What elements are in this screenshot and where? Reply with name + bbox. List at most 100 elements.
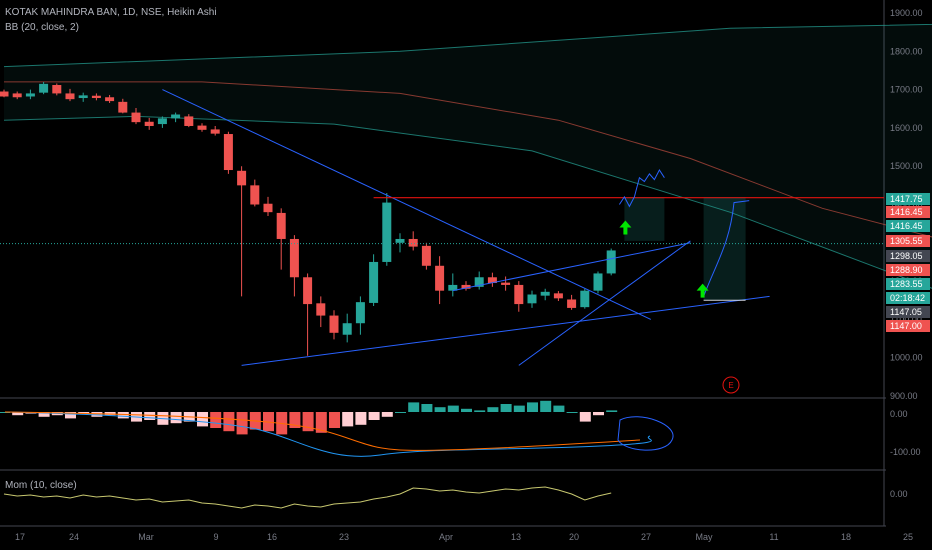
candle-body (39, 83, 49, 93)
price-tick-label: 1100.00 (890, 314, 922, 324)
symbol-legend[interactable]: KOTAK MAHINDRA BAN, 1D, NSE, Heikin Ashi (5, 7, 217, 18)
time-tick-label: Apr (439, 532, 453, 542)
macd-histogram-bar (540, 400, 552, 412)
candle-body (435, 265, 445, 291)
price-label-text: 1298.05 (890, 251, 923, 261)
macd-histogram-bar (12, 412, 24, 416)
price-label-box (886, 250, 930, 262)
macd-histogram-bar (368, 412, 380, 420)
price-label-box (886, 278, 930, 290)
price-tick-label: 1800.00 (890, 46, 923, 56)
bollinger-band-area (4, 24, 932, 289)
earnings-marker-icon (722, 376, 740, 394)
macd-histogram-bar (91, 412, 103, 417)
candle-body (144, 121, 154, 126)
indicator-tick-label: 0.00 (890, 489, 908, 499)
candle-body (12, 93, 22, 98)
price-tick-label: 1500.00 (890, 161, 923, 171)
candle-body (342, 323, 352, 335)
forecast-box (624, 197, 665, 241)
macd-histogram-bar (513, 405, 525, 412)
time-axis[interactable]: 17 24 Mar 9 16 23 Apr 13 20 27 May 11 18 25 (15, 532, 913, 542)
price-label-text: 1417.75 (890, 194, 923, 204)
time-tick-label: 9 (213, 532, 218, 542)
macd-histogram-bar (381, 412, 393, 417)
candle-body (0, 91, 9, 97)
price-label-text: 1288.90 (890, 265, 923, 275)
macd-histogram-bar (434, 407, 446, 412)
price-labels: 1417.75 1416.45 1416.45 1305.55 1298.05 1288.… (886, 193, 930, 332)
time-tick-label: Mar (138, 532, 154, 542)
price-label-text: 1416.45 (890, 207, 923, 217)
macd-histogram-bar (236, 412, 248, 435)
time-tick-label: 11 (769, 532, 778, 542)
macd-histogram-bar (223, 412, 235, 432)
candle-body (105, 97, 115, 102)
candle-body (553, 293, 563, 299)
time-tick-label: 23 (339, 532, 349, 542)
bb-basis-line (4, 81, 932, 238)
price-tick-label: 900.00 (890, 391, 918, 401)
macd-histogram-bar (329, 412, 340, 428)
price-label-box (886, 193, 930, 205)
price-tick-label: 1600.00 (890, 123, 923, 133)
macd-histogram-bar (144, 412, 156, 420)
time-tick-label: 18 (841, 532, 851, 542)
macd-histogram-bar (566, 412, 578, 413)
candle-body (527, 294, 537, 304)
momentum-line (3, 486, 612, 509)
macd-histogram-bar (65, 412, 76, 419)
bb-lower-line (3, 115, 932, 289)
macd-histogram-bar (579, 412, 591, 422)
candle-body (250, 185, 260, 205)
macd-histogram-bar (500, 404, 512, 412)
macd-histogram-bar (78, 412, 90, 414)
candle-body (316, 303, 326, 316)
macd-histogram-bar (302, 412, 314, 432)
candle-body (408, 238, 418, 247)
macd-signal-line (4, 411, 641, 451)
candle-body (421, 245, 431, 266)
price-label-text: 1416.45 (890, 221, 923, 231)
candle-body (540, 291, 550, 296)
candle-body (461, 284, 471, 289)
price-label-box (886, 235, 930, 247)
macd-histogram-bar (461, 408, 472, 412)
macd-panel (0, 400, 674, 457)
candle-body (263, 203, 273, 213)
candlestick-series[interactable] (0, 81, 616, 356)
chart-grid (0, 0, 886, 527)
forecast-box (703, 197, 746, 301)
macd-line (4, 411, 652, 457)
candle-body (65, 93, 75, 100)
candle-body (303, 277, 313, 305)
macd-histogram-bar (210, 412, 222, 428)
bb-legend[interactable]: BB (20, close, 2) (5, 22, 79, 33)
price-label-text: 1147.00 (890, 321, 922, 331)
candle-body (606, 250, 616, 274)
macd-histogram-bar (421, 404, 433, 412)
price-label-box (886, 306, 930, 318)
signal-up-arrow-icon (696, 283, 709, 298)
drawing-tools[interactable]: E (0, 89, 884, 394)
candle-body (487, 277, 497, 284)
momentum-panel (3, 486, 612, 509)
candle-body (514, 284, 524, 305)
time-tick-label: 24 (69, 532, 79, 542)
signal-up-arrow-icon (619, 220, 632, 235)
earnings-marker-label: E (728, 381, 733, 390)
macd-histogram-bar (117, 412, 129, 419)
candle-body (289, 238, 299, 278)
candle-body (118, 101, 128, 113)
candle-body (448, 284, 458, 291)
highlight-ellipse (617, 416, 674, 451)
candle-body (237, 170, 247, 186)
candle-body (52, 85, 62, 94)
macd-histogram-bar (447, 405, 459, 412)
mom-legend[interactable]: Mom (10, close) (5, 480, 77, 491)
time-tick-label: 16 (267, 532, 277, 542)
candle-body (276, 212, 286, 239)
bb-band-fill (4, 24, 932, 289)
bb-upper-line (3, 23, 932, 68)
